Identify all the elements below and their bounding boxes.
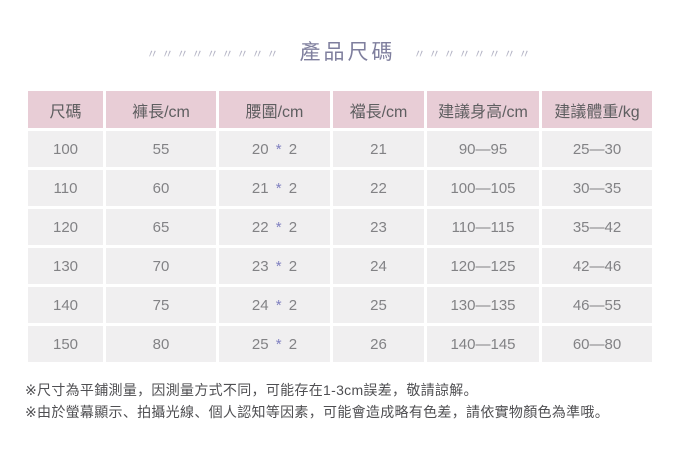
table-row: 100 55 20 * 2 21 90—95 25—30 (28, 131, 652, 167)
size-cell: 100 (28, 131, 103, 167)
table-row: 130 70 23 * 2 24 120—125 42—46 (28, 248, 652, 284)
size-table-body: 100 55 20 * 2 21 90—95 25—30 110 60 21 * 2 22 100—… (28, 131, 652, 362)
suggested-height-cell: 100—105 (427, 170, 539, 206)
table-row: 150 80 25 * 2 26 140—145 60—80 (28, 326, 652, 362)
waist-cell: 21 * 2 (219, 170, 330, 206)
suggested-height-cell: 130—135 (427, 287, 539, 323)
crotch-length-cell: 22 (333, 170, 424, 206)
multiply-star: * (275, 257, 282, 275)
size-table: 尺碼 褲長/cm 腰圍/cm 襠長/cm 建議身高/cm 建議體重/kg 100… (25, 88, 655, 365)
header-waist: 腰圍/cm (219, 91, 330, 128)
suggested-weight-cell: 30—35 (542, 170, 652, 206)
suggested-weight-cell: 25—30 (542, 131, 652, 167)
waist-cell: 23 * 2 (219, 248, 330, 284)
table-row: 140 75 24 * 2 25 130—135 46—55 (28, 287, 652, 323)
crotch-length-cell: 26 (333, 326, 424, 362)
pants-length-cell: 55 (106, 131, 216, 167)
suggested-weight-cell: 42—46 (542, 248, 652, 284)
pants-length-cell: 65 (106, 209, 216, 245)
footnote-color-difference: ※由於螢幕顯示、拍攝光線、個人認知等因素，可能會造成略有色差，請依實物顏色為準哦… (25, 404, 610, 420)
size-table-container: 尺碼 褲長/cm 腰圍/cm 襠長/cm 建議身高/cm 建議體重/kg 100… (25, 88, 680, 365)
page-title: 產品尺碼 (299, 41, 396, 64)
multiply-star: * (275, 335, 282, 353)
crotch-length-cell: 24 (333, 248, 424, 284)
header-suggested-height: 建議身高/cm (427, 91, 539, 128)
pants-length-cell: 80 (106, 326, 216, 362)
size-cell: 120 (28, 209, 103, 245)
footnotes: ※尺寸為平鋪測量，因測量方式不同，可能存在1-3cm誤差，敬請諒解。 ※由於螢幕… (25, 379, 680, 423)
multiply-star: * (275, 218, 282, 236)
header-crotch-length: 襠長/cm (333, 91, 424, 128)
size-cell: 130 (28, 248, 103, 284)
pants-length-cell: 75 (106, 287, 216, 323)
crotch-length-cell: 21 (333, 131, 424, 167)
decorative-marks-left: 〃〃〃〃〃〃〃〃〃 (146, 46, 282, 61)
crotch-length-cell: 25 (333, 287, 424, 323)
waist-cell: 24 * 2 (219, 287, 330, 323)
pants-length-cell: 70 (106, 248, 216, 284)
suggested-height-cell: 90—95 (427, 131, 539, 167)
pants-length-cell: 60 (106, 170, 216, 206)
suggested-height-cell: 140—145 (427, 326, 539, 362)
multiply-star: * (275, 296, 282, 314)
size-cell: 110 (28, 170, 103, 206)
suggested-height-cell: 120—125 (427, 248, 539, 284)
multiply-star: * (275, 140, 282, 158)
header-suggested-weight: 建議體重/kg (542, 91, 652, 128)
header-size: 尺碼 (28, 91, 103, 128)
table-row: 120 65 22 * 2 23 110—115 35—42 (28, 209, 652, 245)
page-header: 〃〃〃〃〃〃〃〃〃 產品尺碼 〃〃〃〃〃〃〃〃 (0, 36, 680, 66)
size-cell: 150 (28, 326, 103, 362)
header-pants-length: 褲長/cm (106, 91, 216, 128)
table-header-row: 尺碼 褲長/cm 腰圍/cm 襠長/cm 建議身高/cm 建議體重/kg (28, 91, 652, 128)
multiply-star: * (275, 179, 282, 197)
waist-cell: 20 * 2 (219, 131, 330, 167)
suggested-weight-cell: 46—55 (542, 287, 652, 323)
table-row: 110 60 21 * 2 22 100—105 30—35 (28, 170, 652, 206)
waist-cell: 25 * 2 (219, 326, 330, 362)
suggested-weight-cell: 60—80 (542, 326, 652, 362)
size-cell: 140 (28, 287, 103, 323)
suggested-height-cell: 110—115 (427, 209, 539, 245)
suggested-weight-cell: 35—42 (542, 209, 652, 245)
waist-cell: 22 * 2 (219, 209, 330, 245)
crotch-length-cell: 23 (333, 209, 424, 245)
footnote-measurement: ※尺寸為平鋪測量，因測量方式不同，可能存在1-3cm誤差，敬請諒解。 (25, 382, 478, 398)
decorative-marks-right: 〃〃〃〃〃〃〃〃 (413, 46, 534, 61)
